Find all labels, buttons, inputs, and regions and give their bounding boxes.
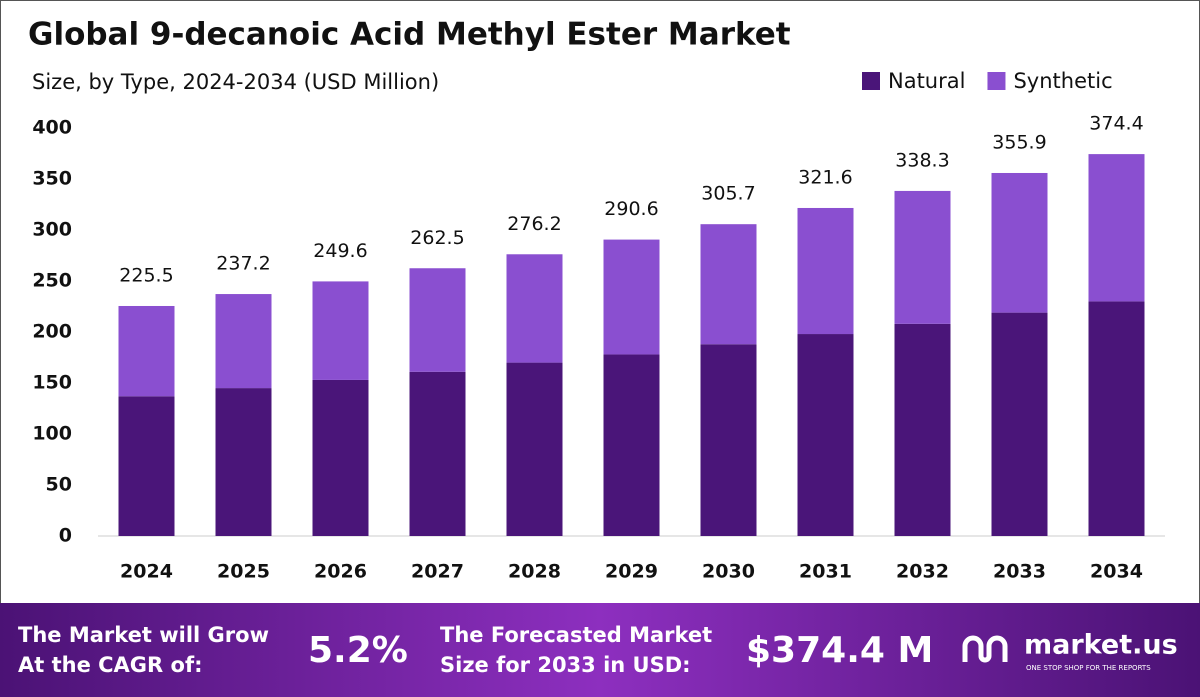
bar-segment xyxy=(215,294,272,389)
legend-label: Synthetic xyxy=(1013,69,1112,93)
bar-segment xyxy=(603,354,660,536)
x-tick-label: 2034 xyxy=(1090,561,1143,583)
bar-segment xyxy=(1088,154,1145,302)
total-label: 321.6 xyxy=(798,166,852,188)
chart-subtitle: Size, by Type, 2024-2034 (USD Million) xyxy=(32,70,439,94)
brand-logo xyxy=(962,635,1008,663)
bar-segment xyxy=(894,190,951,324)
bar-segment xyxy=(312,281,369,380)
footer-banner xyxy=(0,603,1200,697)
bar-segment xyxy=(409,371,466,536)
bar-segment xyxy=(603,239,660,355)
legend-swatch xyxy=(987,72,1006,90)
bar-segment xyxy=(118,305,175,397)
bar-segment xyxy=(700,224,757,345)
x-tick-label: 2024 xyxy=(120,561,173,583)
total-label: 305.7 xyxy=(701,183,755,205)
x-tick-label: 2029 xyxy=(605,561,658,583)
y-tick-label: 250 xyxy=(32,270,72,292)
y-tick-label: 200 xyxy=(32,321,72,343)
bar-segment xyxy=(506,362,563,536)
y-tick-label: 400 xyxy=(32,117,72,139)
footer-text: The Market will Grow xyxy=(18,623,269,647)
bar-segment xyxy=(797,207,854,335)
y-tick-label: 350 xyxy=(32,168,72,190)
x-tick-label: 2032 xyxy=(896,561,949,583)
total-label: 237.2 xyxy=(216,253,270,275)
y-tick-label: 100 xyxy=(32,423,72,445)
bar-segment xyxy=(312,379,369,536)
x-tick-label: 2033 xyxy=(993,561,1046,583)
bar-segment xyxy=(215,388,272,536)
bar-segment xyxy=(700,344,757,536)
footer-text: The Forecasted Market xyxy=(440,623,712,647)
bar-segment xyxy=(118,396,175,536)
x-tick-label: 2031 xyxy=(799,561,852,583)
brand-name: market.us xyxy=(1024,630,1178,661)
legend-label: Natural xyxy=(888,69,965,93)
bar-segment xyxy=(506,254,563,363)
footer-text: At the CAGR of: xyxy=(18,653,203,677)
legend-swatch xyxy=(862,72,880,90)
y-tick-label: 0 xyxy=(59,525,72,547)
total-label: 225.5 xyxy=(119,264,173,286)
bar-segment xyxy=(1088,301,1145,536)
total-label: 262.5 xyxy=(410,227,464,249)
y-tick-label: 150 xyxy=(32,372,72,394)
bar-segment xyxy=(409,268,466,372)
x-tick-label: 2028 xyxy=(508,561,561,583)
bar-segment xyxy=(797,334,854,536)
y-tick-label: 300 xyxy=(32,219,72,241)
bar-segment xyxy=(991,312,1048,536)
y-tick-label: 50 xyxy=(46,474,72,496)
bar-segment xyxy=(991,172,1048,313)
total-label: 290.6 xyxy=(604,198,658,220)
x-tick-label: 2026 xyxy=(314,561,367,583)
x-tick-label: 2025 xyxy=(217,561,270,583)
x-tick-label: 2027 xyxy=(411,561,464,583)
brand-tagline: ONE STOP SHOP FOR THE REPORTS xyxy=(1026,664,1151,672)
bar-segment xyxy=(894,323,951,536)
footer-value: $374.4 M xyxy=(746,630,933,671)
total-label: 355.9 xyxy=(992,131,1046,153)
chart-title: Global 9-decanoic Acid Methyl Ester Mark… xyxy=(28,17,791,53)
footer-text: Size for 2033 in USD: xyxy=(440,653,691,677)
legend: Natural Synthetic xyxy=(862,69,1113,93)
total-label: 374.4 xyxy=(1089,113,1143,135)
total-label: 249.6 xyxy=(313,240,367,262)
footer-value: 5.2% xyxy=(308,630,408,671)
x-tick-label: 2030 xyxy=(702,561,755,583)
total-label: 276.2 xyxy=(507,213,561,235)
total-label: 338.3 xyxy=(895,149,949,171)
